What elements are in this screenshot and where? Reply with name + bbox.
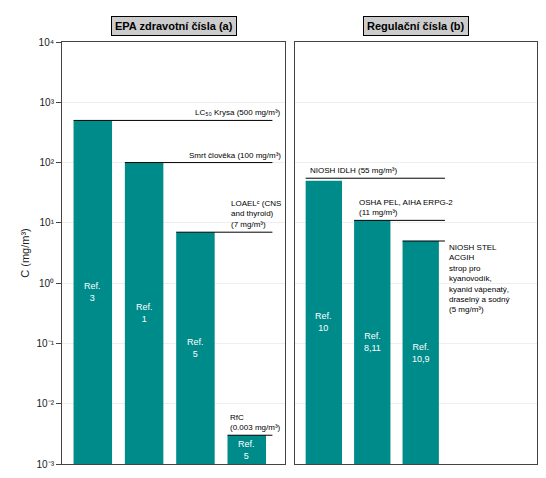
svg-text:Ref.5: Ref.5 — [238, 439, 255, 461]
svg-text:EPA zdravotní čísla (a): EPA zdravotní čísla (a) — [115, 20, 233, 32]
svg-text:10⁴: 10⁴ — [39, 37, 54, 48]
svg-text:NIOSH STELACGIHstrop prokyanov: NIOSH STELACGIHstrop prokyanovodík,kyani… — [449, 243, 509, 314]
svg-text:Ref.10: Ref.10 — [315, 311, 332, 333]
svg-text:10⁰: 10⁰ — [39, 278, 54, 289]
svg-text:LC₅₀ Krysa (500 mg/m³): LC₅₀ Krysa (500 mg/m³) — [195, 108, 281, 117]
svg-text:RfC(0.003 mg/m³): RfC(0.003 mg/m³) — [230, 413, 281, 432]
svg-text:10³: 10³ — [40, 97, 55, 108]
svg-text:Regulační čísla (b): Regulační čísla (b) — [367, 20, 465, 32]
svg-text:10⁻¹: 10⁻¹ — [37, 338, 55, 349]
svg-text:10²: 10² — [40, 157, 55, 168]
svg-text:Ref.8,11: Ref.8,11 — [364, 331, 381, 353]
svg-text:Ref.1: Ref.1 — [136, 302, 153, 324]
svg-text:C (mg/m³): C (mg/m³) — [19, 228, 31, 278]
svg-text:Ref.5: Ref.5 — [187, 337, 204, 359]
svg-text:Smrt člověka (100 mg/m³): Smrt člověka (100 mg/m³) — [189, 151, 281, 160]
svg-text:NIOSH IDLH (55 mg/m³): NIOSH IDLH (55 mg/m³) — [310, 166, 397, 175]
svg-text:OSHA PEL, AIHA ERPG-2(11 mg/m³: OSHA PEL, AIHA ERPG-2(11 mg/m³) — [359, 198, 453, 217]
svg-text:10⁻²: 10⁻² — [37, 398, 55, 409]
svg-text:Ref.10,9: Ref.10,9 — [412, 342, 430, 364]
svg-text:LOAELᶜ (CNSand thyroid)(7 mg/m: LOAELᶜ (CNSand thyroid)(7 mg/m³) — [231, 199, 281, 229]
svg-text:10⁻³: 10⁻³ — [37, 459, 55, 470]
svg-text:Ref.3: Ref.3 — [84, 281, 101, 303]
svg-text:10¹: 10¹ — [40, 217, 55, 228]
